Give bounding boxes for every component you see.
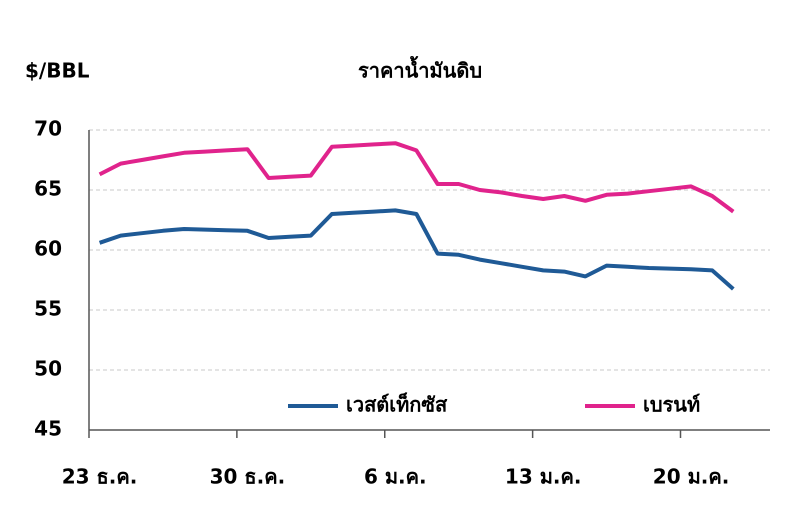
y-tick-label: 50: [34, 357, 62, 381]
x-tick-label: 30 ธ.ค.: [210, 465, 286, 489]
legend-label: เวสต์เท็กซัส: [346, 392, 448, 417]
x-tick-label: 13 ม.ค.: [505, 465, 582, 489]
x-tick-label: 20 ม.ค.: [653, 465, 730, 489]
y-tick-label: 65: [34, 177, 62, 201]
chart-title: ราคาน้ำมันดิบ: [358, 56, 482, 83]
y-tick-label: 45: [34, 417, 62, 441]
y-tick-label: 70: [34, 117, 62, 141]
x-tick-label: 6 ม.ค.: [364, 465, 427, 489]
x-tick-label: 23 ธ.ค.: [62, 465, 138, 489]
series-line: [98, 141, 735, 214]
series-line: [98, 208, 735, 291]
y-tick-label: 60: [34, 237, 62, 261]
y-tick-label: 55: [34, 297, 62, 321]
legend-label: เบรนท์: [643, 393, 700, 417]
y-axis-label: $/BBL: [25, 59, 90, 83]
